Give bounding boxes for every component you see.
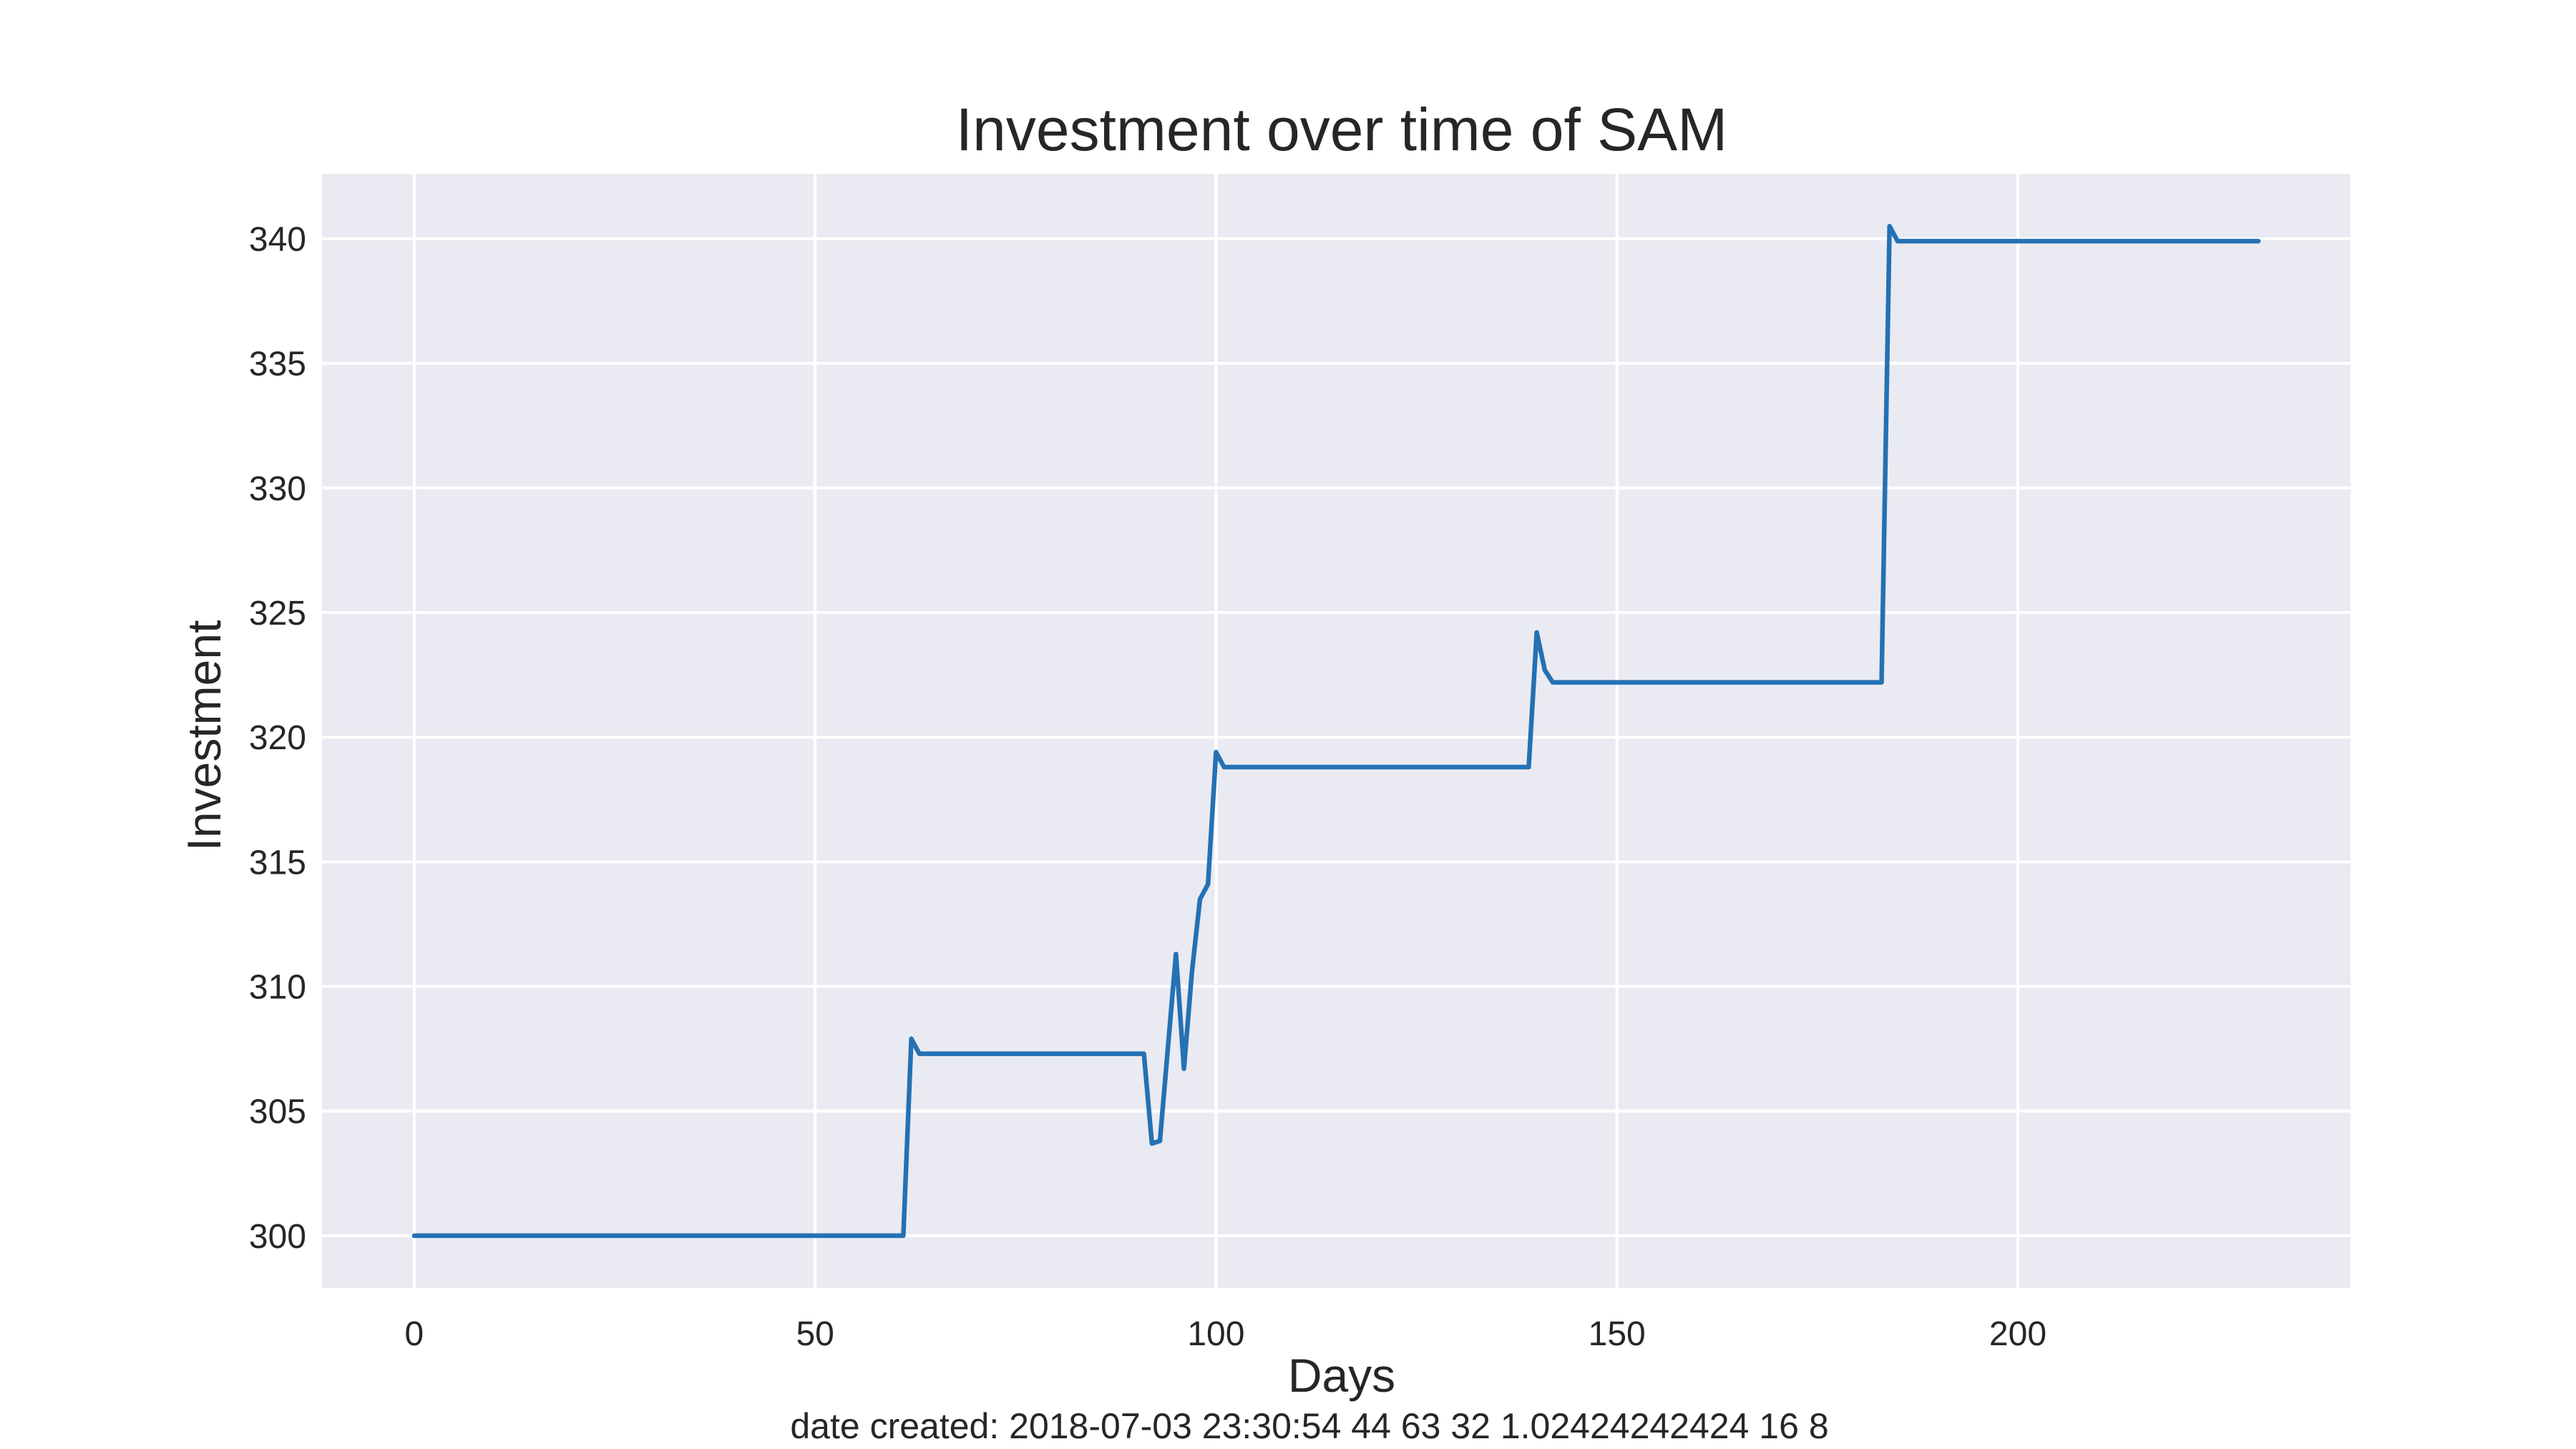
chart-title: Investment over time of SAM — [956, 96, 1727, 163]
y-axis-label: Investment — [177, 620, 230, 852]
plot-area — [322, 174, 2351, 1288]
y-tick-label: 310 — [249, 969, 306, 1007]
series-layer — [411, 223, 2261, 1239]
x-axis-label: Days — [1288, 1349, 1395, 1402]
x-tick-label: 0 — [405, 1315, 424, 1353]
y-tick-label: 320 — [249, 719, 306, 757]
x-tick-label: 50 — [796, 1315, 834, 1353]
y-tick-label: 340 — [249, 221, 306, 259]
investment-series-line — [411, 223, 2261, 1239]
x-tick-labels: 0 50 100 150 200 — [405, 1315, 2047, 1353]
x-tick-label: 100 — [1187, 1315, 1244, 1353]
footnote: date created: 2018-07-03 23:30:54 44 63 … — [790, 1406, 1828, 1446]
y-tick-label: 325 — [249, 595, 306, 633]
y-tick-label: 335 — [249, 346, 306, 384]
x-tick-label: 200 — [1989, 1315, 2046, 1353]
y-tick-label: 315 — [249, 844, 306, 882]
y-tick-labels: 300 305 310 315 320 325 330 335 340 — [249, 221, 306, 1256]
y-tick-label: 305 — [249, 1093, 306, 1131]
x-tick-label: 150 — [1589, 1315, 1646, 1353]
y-tick-label: 330 — [249, 470, 306, 508]
y-tick-label: 300 — [249, 1218, 306, 1256]
